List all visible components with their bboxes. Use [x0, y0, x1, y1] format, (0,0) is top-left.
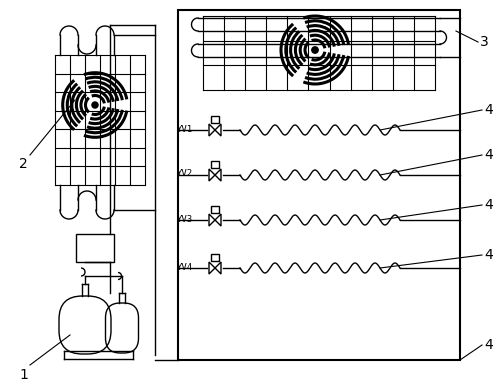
Bar: [211, 206, 219, 213]
Bar: [76, 234, 114, 262]
Text: YV1: YV1: [177, 124, 193, 134]
Text: 3: 3: [480, 35, 489, 49]
Text: YV4: YV4: [177, 263, 193, 271]
Text: 4: 4: [484, 148, 493, 162]
Text: 4: 4: [484, 103, 493, 117]
Bar: [178, 10, 460, 360]
Text: 4: 4: [484, 338, 493, 352]
Text: 2: 2: [19, 157, 28, 171]
Bar: [211, 161, 219, 168]
Text: 1: 1: [19, 368, 28, 382]
Text: YV2: YV2: [177, 169, 193, 179]
Circle shape: [312, 47, 318, 53]
Text: YV3: YV3: [177, 214, 193, 224]
Text: 4: 4: [484, 198, 493, 212]
Bar: [211, 254, 219, 261]
Circle shape: [92, 102, 98, 108]
Text: 4: 4: [484, 248, 493, 262]
Bar: [211, 116, 219, 123]
